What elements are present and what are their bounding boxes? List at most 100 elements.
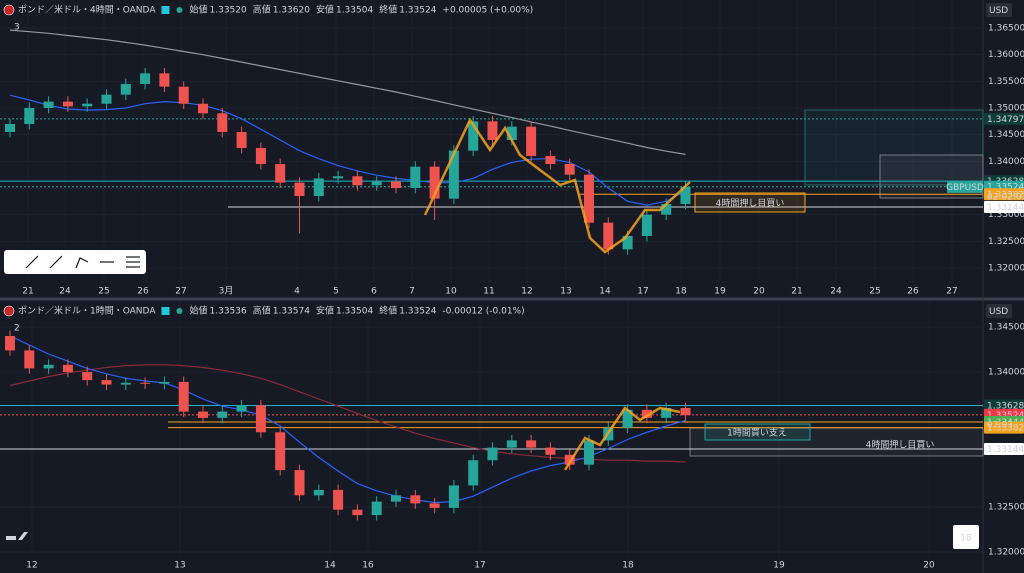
candle-body — [448, 150, 459, 199]
icon-part — [25, 255, 39, 269]
toolbar-icons — [25, 255, 140, 269]
y-tick-label: 1.36000 — [988, 50, 1024, 60]
price-label-bg — [984, 112, 1024, 125]
currency-bg — [986, 304, 1012, 318]
x-tick-label: 24 — [59, 287, 71, 297]
candle-body — [120, 84, 131, 95]
ohlc-label: 終値 — [379, 4, 397, 16]
candle-body — [198, 103, 208, 114]
candle-body — [333, 489, 344, 510]
x-tick-label: 21 — [791, 287, 802, 297]
icon-part — [49, 255, 63, 269]
candle-body — [62, 364, 73, 372]
x-tick-label: 27 — [946, 287, 957, 297]
candle-body — [275, 164, 286, 183]
ohlc-value: 1.33536 — [210, 307, 247, 317]
candle-body — [140, 382, 151, 384]
zigzag-drawing — [563, 406, 681, 471]
ohlc-value: 1.33504 — [336, 6, 373, 16]
candle-body — [294, 182, 305, 196]
candle-body — [43, 101, 54, 108]
drawing-toolbar[interactable] — [4, 250, 146, 274]
symbol-icon — [3, 305, 15, 317]
x-tick-label: 3月 — [219, 286, 234, 297]
annotation-text: 4時間押し目買い — [866, 439, 935, 451]
candle-body — [468, 121, 479, 151]
candle-body — [410, 495, 421, 504]
x-tick-label: 13 — [560, 287, 571, 297]
y-tick-label: 1.34000 — [988, 368, 1024, 378]
candle-body — [506, 126, 517, 140]
x-tick-label: 18 — [622, 561, 634, 571]
zone-box — [689, 427, 984, 457]
symbol-name: ポンド／米ドル・1時間・OANDA — [18, 305, 156, 317]
y-tick-label: 1.32500 — [988, 503, 1024, 513]
x-tick-label: 19 — [773, 561, 785, 571]
candle-body — [371, 501, 382, 516]
candle-body — [294, 470, 305, 496]
ohlc-label: 高値 — [253, 305, 271, 317]
price-label: 1.33144 — [987, 203, 1024, 213]
candle-body — [236, 132, 247, 148]
price-label: 1.33144 — [987, 445, 1024, 455]
candle-body — [178, 381, 189, 412]
candle-body — [680, 186, 691, 204]
symbol-tag: GBPUSD — [946, 183, 984, 193]
x-tick-label: 20 — [753, 287, 765, 297]
candle-body — [352, 509, 363, 516]
y-tick-label: 1.34500 — [988, 323, 1024, 333]
currency-bg — [986, 3, 1012, 17]
x-tick-label: 17 — [637, 287, 648, 297]
candle-body — [82, 103, 93, 107]
candle-body — [120, 382, 131, 385]
logo — [6, 532, 28, 540]
y-tick-label: 1.32000 — [988, 264, 1024, 274]
candle-body — [661, 408, 672, 418]
price-label: 1.33628 — [987, 401, 1024, 411]
x-tick-label: 19 — [714, 287, 726, 297]
candle-body — [391, 495, 401, 502]
candle-body — [410, 166, 421, 188]
candle-body — [603, 222, 614, 250]
candle-body — [198, 411, 208, 418]
candle-body — [62, 101, 73, 107]
candle-body — [255, 148, 266, 164]
x-tick-label: 13 — [174, 561, 185, 571]
candle-body — [236, 405, 247, 412]
y-tick-label: 1.33000 — [988, 210, 1024, 220]
x-tick-label: 20 — [923, 561, 935, 571]
x-tick-label: 5 — [333, 287, 339, 297]
change: -0.00012 (-0.01%) — [442, 307, 524, 317]
ohlc-label: 始値 — [189, 305, 207, 317]
price-label: 1.33382 — [987, 424, 1024, 434]
x-tick-label: 26 — [907, 287, 919, 297]
candle-body — [217, 411, 228, 418]
ohlc-label: 安値 — [316, 4, 334, 16]
icon-part — [75, 257, 89, 269]
candle-body — [564, 164, 575, 175]
candle-body — [448, 485, 459, 508]
zigzag-drawing — [423, 117, 691, 254]
candle-body — [622, 409, 633, 428]
candle-body — [5, 336, 15, 351]
x-tick-label: 16 — [362, 561, 374, 571]
corner-badge: 18 — [960, 534, 972, 544]
candle-body — [101, 380, 112, 385]
x-tick-label: 26 — [137, 287, 149, 297]
candle-body — [391, 181, 401, 188]
zone-box — [804, 109, 984, 186]
x-tick-label: 24 — [830, 287, 842, 297]
corner-badge-bg — [953, 525, 979, 549]
annotation-box — [704, 423, 811, 441]
price-label: 1.34797 — [987, 115, 1024, 125]
countdown: 02:02:03 — [987, 192, 1024, 202]
candle-body — [5, 124, 15, 132]
ohlc-value: 1.33524 — [399, 307, 436, 317]
pane-index: 2 — [14, 324, 20, 334]
currency: USD — [989, 6, 1008, 16]
candle-body — [622, 236, 633, 250]
change: +0.00005 (+0.00%) — [442, 6, 533, 16]
candle-body — [159, 73, 170, 87]
price-label: 1.33524 — [987, 183, 1024, 193]
